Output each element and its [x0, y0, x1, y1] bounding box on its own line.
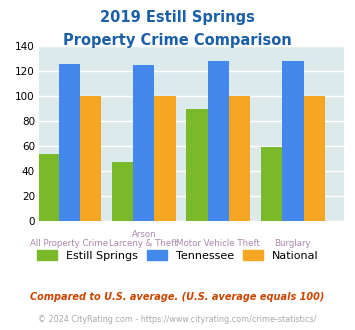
Bar [229, 96, 250, 221]
Bar [59, 64, 80, 221]
Legend: Estill Springs, Tennessee, National: Estill Springs, Tennessee, National [33, 246, 322, 265]
Bar [261, 148, 282, 221]
Text: Larceny & Theft: Larceny & Theft [109, 239, 178, 248]
Bar [37, 154, 59, 221]
Bar [282, 61, 304, 221]
Bar [112, 162, 133, 221]
Bar [154, 96, 176, 221]
Text: Arson: Arson [131, 230, 156, 239]
Text: Property Crime Comparison: Property Crime Comparison [63, 33, 292, 48]
Text: 2019 Estill Springs: 2019 Estill Springs [100, 10, 255, 25]
Bar [186, 109, 208, 221]
Text: © 2024 CityRating.com - https://www.cityrating.com/crime-statistics/: © 2024 CityRating.com - https://www.city… [38, 315, 317, 324]
Bar [208, 61, 229, 221]
Bar [133, 65, 154, 221]
Bar [80, 96, 101, 221]
Text: Burglary: Burglary [274, 239, 311, 248]
Text: Motor Vehicle Theft: Motor Vehicle Theft [176, 239, 260, 248]
Bar [304, 96, 325, 221]
Text: All Property Crime: All Property Crime [30, 239, 108, 248]
Text: Compared to U.S. average. (U.S. average equals 100): Compared to U.S. average. (U.S. average … [30, 292, 325, 302]
